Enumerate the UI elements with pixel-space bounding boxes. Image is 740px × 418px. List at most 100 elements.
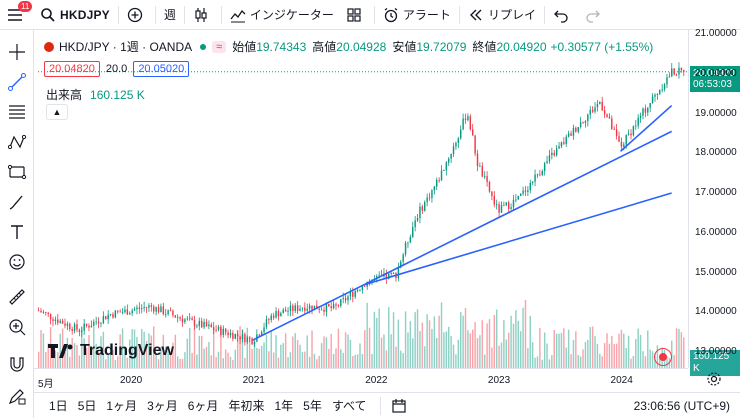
zoom-tool[interactable]	[5, 315, 29, 339]
volume-bar	[373, 311, 376, 368]
candle	[174, 315, 177, 318]
text-tool[interactable]	[5, 220, 29, 244]
volume-bar	[512, 323, 515, 368]
price-axis[interactable]: 20.04920 06:53:03 160.125 K 21.00000 20.0…	[688, 28, 740, 376]
volume-bar	[160, 346, 162, 368]
volume-bar	[356, 354, 359, 368]
candle	[431, 190, 433, 198]
symbol-search[interactable]: HKDJPY	[34, 0, 116, 30]
volume-bar	[210, 355, 213, 368]
volume-bar	[335, 348, 337, 368]
candle	[100, 322, 102, 324]
volume-bar	[131, 329, 133, 368]
clock-time[interactable]: 23:06:56 (UTC+9)	[633, 399, 730, 413]
volume-bar	[567, 329, 570, 368]
range-button[interactable]: 1日	[49, 399, 68, 413]
candle	[325, 303, 328, 312]
candle	[215, 329, 217, 331]
volume-bar	[500, 342, 503, 368]
lock-drawing-tool[interactable]	[5, 384, 29, 408]
redo-button[interactable]	[579, 0, 611, 30]
candle	[64, 323, 66, 326]
trendline-tool[interactable]	[5, 70, 29, 94]
undo-button[interactable]	[547, 0, 579, 30]
legend-title[interactable]: HKD/JPY · 1週 · OANDA	[59, 40, 193, 54]
candle	[47, 312, 49, 314]
candle	[93, 321, 95, 326]
candle	[136, 307, 138, 310]
range-button[interactable]: 5日	[77, 399, 97, 413]
sell-button[interactable]: 20.04820	[44, 61, 100, 77]
delayed-icon[interactable]: ≈	[212, 40, 227, 53]
candle	[184, 319, 186, 323]
volume-bar	[531, 342, 534, 368]
volume-bar	[575, 331, 577, 368]
collapse-legend-button[interactable]: ▲	[46, 104, 68, 120]
volume-bar	[380, 337, 383, 368]
volume-bar	[59, 333, 61, 368]
menu-button[interactable]: 11	[0, 0, 34, 30]
volume-bar	[488, 319, 491, 368]
volume-bar	[145, 341, 148, 368]
brush-tool[interactable]	[5, 190, 29, 214]
emoji-tool[interactable]	[5, 250, 29, 274]
alert-button[interactable]: アラート	[377, 0, 457, 30]
chart-type-button[interactable]	[187, 0, 219, 30]
range-button[interactable]: 年初来	[228, 399, 265, 413]
candle	[236, 334, 239, 337]
volume-bar	[215, 357, 217, 368]
indicators-icon	[230, 7, 246, 23]
compare-button[interactable]	[121, 0, 153, 30]
range-button[interactable]: 5年	[303, 399, 322, 413]
candle	[272, 315, 275, 318]
candle	[83, 323, 85, 331]
layout-button[interactable]	[340, 0, 372, 30]
candle	[318, 309, 320, 310]
range-button[interactable]: 3ヶ月	[147, 399, 178, 413]
fib-tool[interactable]	[5, 100, 29, 124]
range-button[interactable]: 6ヶ月	[187, 399, 219, 413]
magnet-tool[interactable]	[5, 352, 29, 376]
time-tick: 2022	[365, 375, 388, 386]
pattern-tool[interactable]	[5, 130, 29, 154]
volume-bar	[428, 320, 431, 368]
volume-bar	[236, 330, 239, 368]
replay-record-button[interactable]	[654, 348, 672, 366]
candle	[567, 133, 570, 137]
range-button[interactable]: 1ヶ月	[106, 399, 138, 413]
volume-bar	[354, 354, 356, 368]
interval-button[interactable]: 週	[163, 8, 176, 22]
candle	[268, 319, 270, 321]
volume-bar	[169, 354, 172, 368]
volume-bar	[352, 356, 354, 368]
projection-tool[interactable]	[5, 160, 29, 184]
price-chart[interactable]	[38, 30, 688, 368]
range-button[interactable]: すべて	[331, 399, 367, 413]
volume-bar	[647, 330, 649, 368]
candle	[61, 320, 64, 324]
candle	[519, 193, 522, 196]
time-axis[interactable]: 5月 2020 2021 2022 2023 2024	[34, 368, 688, 392]
candle	[311, 305, 313, 311]
candle	[539, 174, 541, 176]
volume-bar	[299, 344, 301, 368]
calendar-icon[interactable]	[391, 398, 407, 414]
range-button[interactable]: 1年	[274, 399, 294, 413]
candle	[40, 310, 42, 313]
volume-bar	[318, 355, 320, 368]
settings-gear-icon[interactable]	[706, 371, 722, 387]
replay-button[interactable]: リプレイ	[462, 0, 542, 30]
candle	[452, 146, 455, 154]
volume-bar	[443, 332, 445, 368]
indicators-button[interactable]: インジケーター	[224, 0, 340, 30]
volume-bar	[632, 355, 635, 368]
candle	[483, 176, 486, 177]
pencil-lock-icon	[8, 389, 26, 405]
candle	[558, 146, 560, 149]
volume-bar	[208, 342, 210, 368]
candle	[683, 70, 685, 72]
measure-tool[interactable]	[5, 285, 29, 309]
volume-tag: 160.125 K	[690, 350, 740, 376]
crosshair-tool[interactable]	[5, 40, 29, 64]
buy-button[interactable]: 20.05020	[133, 61, 190, 77]
